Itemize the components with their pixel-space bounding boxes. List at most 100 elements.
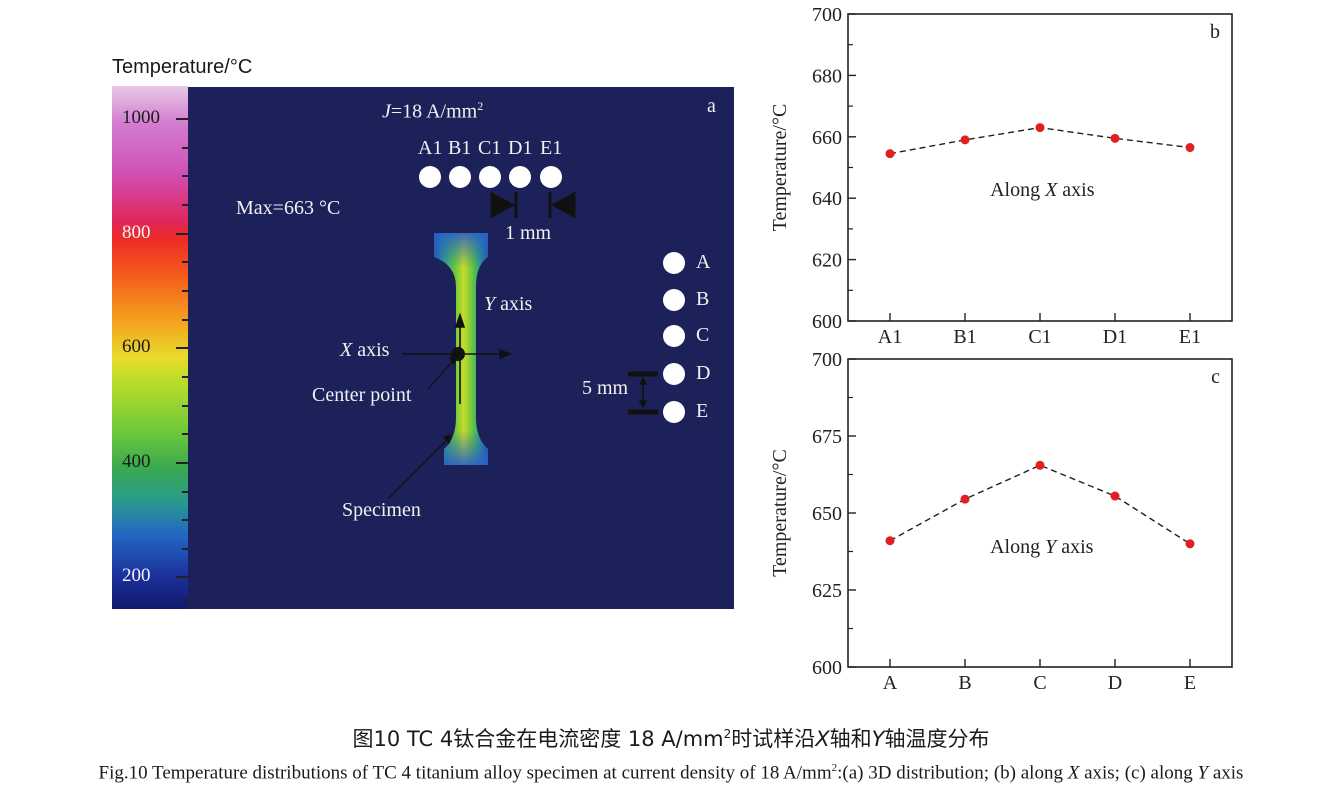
caption-cn-sup: 2	[723, 727, 732, 741]
figure-caption-en: Fig.10 Temperature distributions of TC 4…	[0, 762, 1342, 784]
x-axis-word: axis	[352, 339, 390, 361]
chart-b-along-x-axis: 600 620 640 660 680 700 A1 B1 C1 D1 E1 Temperature/…	[769, 4, 1233, 348]
y-tick-label: 640	[812, 188, 842, 210]
point-marker-E1	[540, 166, 562, 188]
data-point-D	[1110, 491, 1120, 501]
point-marker-A	[663, 252, 685, 274]
current-density-value: =18 A/mm	[390, 100, 478, 123]
data-point-A1	[885, 149, 895, 159]
spacing-x-label: 1 mm	[505, 222, 552, 244]
caption-en-prefix: Fig.10 Temperature distributions of TC 4…	[98, 762, 832, 784]
x-tick-label: D1	[1103, 326, 1127, 348]
x-tick-label: B	[958, 672, 971, 694]
colorbar-tick-200: 200	[122, 565, 151, 586]
y-tick-label: 625	[812, 580, 842, 602]
caption-en-suffix: axis	[1208, 762, 1244, 784]
chart-c-along-y-axis: 600 625 650 675 700 A B C D E Temperature/°C c Along…	[769, 349, 1233, 694]
y-tick-label: 620	[812, 250, 842, 272]
series-annotation: Along X axis	[990, 179, 1095, 201]
y-tick-label: 680	[812, 65, 842, 87]
point-label-D1: D1	[508, 137, 533, 159]
y-tick-label: 600	[812, 657, 842, 679]
point-marker-D1	[509, 166, 531, 188]
data-point-B	[960, 494, 970, 504]
specimen-label: Specimen	[342, 499, 421, 521]
point-marker-B1	[449, 166, 471, 188]
x-tick-label: D	[1108, 672, 1122, 694]
caption-en-mid2: axis; (c) along	[1079, 762, 1198, 784]
spacing-y-label: 5 mm	[582, 377, 629, 399]
specimen-graphic	[387, 166, 685, 500]
current-density-symbol: J	[382, 100, 391, 123]
x-tick-label: C	[1033, 672, 1046, 694]
annotation-prefix: Along	[990, 536, 1045, 558]
point-label-E1: E1	[540, 137, 563, 159]
caption-en-mid1: :(a) 3D distribution; (b) along	[837, 762, 1068, 784]
temperature-colorbar	[112, 86, 188, 609]
colorbar-ticks: 1000 800 600 400 200	[112, 86, 188, 609]
specimen-leader	[387, 438, 449, 500]
caption-cn-mid2: 轴和	[829, 727, 872, 751]
side-point-labels: A B C D E	[696, 251, 726, 431]
data-point-C1	[1035, 123, 1045, 133]
center-point-leader	[427, 359, 455, 390]
y-axis-label: Y axis	[484, 293, 532, 316]
y-tick-label: 700	[812, 349, 842, 371]
x-axis-label: X axis	[340, 339, 389, 362]
series-annotation: Along Y axis	[990, 536, 1094, 558]
point-marker-B	[663, 289, 685, 311]
x-tick-label: C1	[1028, 326, 1051, 348]
point-label-C1: C1	[478, 137, 502, 159]
y-tick-label: 700	[812, 4, 842, 26]
colorbar-tick-800: 800	[122, 222, 151, 243]
y-axis-word: axis	[495, 293, 533, 315]
point-label-A1: A1	[418, 137, 443, 159]
caption-cn-suffix: 轴温度分布	[884, 727, 990, 751]
thermal-image-panel: a J=18 A/mm2 Max=663 °C A1 B1 C1 D1 E1 1…	[188, 87, 734, 609]
colorbar-title: Temperature/°C	[112, 56, 253, 78]
caption-en-x: X	[1067, 762, 1080, 784]
point-label-C: C	[696, 324, 710, 346]
x-tick-label: E	[1184, 672, 1196, 694]
current-density-unit-exp: 2	[477, 99, 484, 113]
x-tick-label: A1	[878, 326, 902, 348]
point-marker-A1	[419, 166, 441, 188]
caption-cn-prefix: 图10 TC 4钛合金在电流密度 18 A/mm	[352, 727, 724, 751]
plot-frame	[847, 358, 1233, 668]
caption-cn-y: Y	[871, 727, 885, 751]
figure-caption-cn: 图10 TC 4钛合金在电流密度 18 A/mm2时试样沿X轴和Y轴温度分布	[0, 723, 1342, 753]
current-density-label: J=18 A/mm2	[382, 99, 483, 124]
caption-en-y: Y	[1197, 762, 1209, 784]
y-tick-label: 600	[812, 311, 842, 333]
y-tick-label: 660	[812, 127, 842, 149]
point-marker-C	[663, 325, 685, 347]
colorbar-tick-marks	[176, 118, 188, 602]
colorbar-tick-400: 400	[122, 451, 151, 472]
panel-label: b	[1210, 21, 1220, 43]
y-axis-label: Temperature/°C	[769, 449, 791, 577]
point-label-B: B	[696, 288, 710, 310]
colorbar-tick-1000: 1000	[122, 107, 160, 128]
point-label-D: D	[696, 362, 711, 384]
annotation-var: X	[1044, 179, 1058, 201]
point-label-E: E	[696, 400, 709, 422]
y-axis-var: Y	[484, 293, 496, 315]
point-label-B1: B1	[448, 137, 472, 159]
center-point-label: Center point	[312, 384, 412, 406]
panel-label: c	[1211, 366, 1220, 388]
data-point-E	[1185, 539, 1195, 549]
point-marker-E	[663, 401, 685, 423]
caption-cn-mid1: 时试样沿	[731, 727, 816, 751]
y-tick-label: 650	[812, 503, 842, 525]
x-tick-label: E1	[1179, 326, 1201, 348]
data-point-C	[1035, 460, 1045, 470]
data-point-D1	[1110, 133, 1120, 143]
annotation-suffix: axis	[1056, 536, 1093, 558]
data-point-E1	[1185, 143, 1195, 153]
panel-a-label: a	[707, 95, 716, 117]
x-tick-label: A	[883, 672, 898, 694]
max-temperature-label: Max=663 °C	[236, 197, 341, 219]
point-marker-D	[663, 363, 685, 385]
point-label-A: A	[696, 251, 711, 273]
caption-cn-x: X	[815, 727, 830, 751]
